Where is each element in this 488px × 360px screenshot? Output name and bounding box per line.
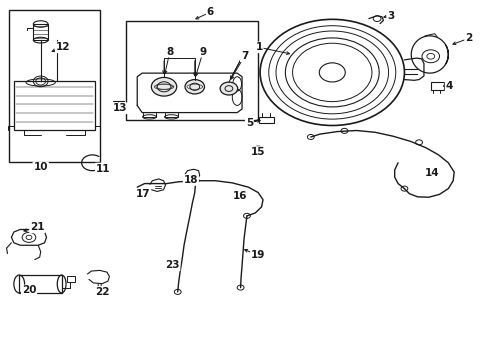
Bar — [66, 276, 75, 282]
Text: 4: 4 — [445, 81, 452, 91]
Text: 19: 19 — [250, 250, 265, 260]
Text: 12: 12 — [56, 42, 70, 52]
Bar — [33, 24, 48, 40]
Text: 14: 14 — [424, 168, 439, 178]
Circle shape — [220, 82, 237, 95]
Text: 21: 21 — [30, 222, 44, 232]
Text: 10: 10 — [33, 162, 48, 172]
Text: 3: 3 — [386, 11, 394, 21]
Text: 20: 20 — [21, 285, 36, 296]
Text: 16: 16 — [232, 191, 246, 201]
Bar — [19, 275, 61, 293]
Text: 17: 17 — [136, 189, 150, 199]
Text: 2: 2 — [464, 33, 471, 43]
Text: 11: 11 — [96, 163, 110, 174]
Bar — [9, 10, 100, 162]
Text: 8: 8 — [166, 46, 173, 57]
Text: 5: 5 — [245, 118, 252, 128]
Text: 7: 7 — [240, 51, 248, 61]
Bar — [14, 81, 95, 130]
Bar — [259, 117, 273, 123]
Text: 18: 18 — [183, 175, 198, 185]
Text: 9: 9 — [199, 46, 206, 57]
Text: 15: 15 — [250, 147, 265, 157]
Text: 23: 23 — [165, 260, 179, 270]
Text: 13: 13 — [113, 103, 127, 113]
Bar — [126, 21, 258, 120]
Bar — [430, 82, 444, 90]
Circle shape — [151, 77, 176, 96]
Text: 22: 22 — [95, 287, 109, 297]
Circle shape — [184, 80, 204, 94]
Text: 1: 1 — [255, 42, 262, 52]
Text: 6: 6 — [206, 7, 214, 17]
